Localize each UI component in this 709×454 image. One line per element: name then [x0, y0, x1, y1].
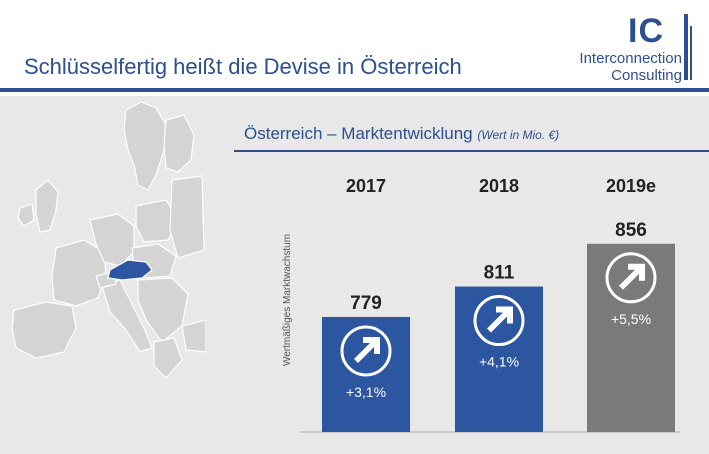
x-tick-label: 2017	[346, 176, 386, 196]
logo-name-line2: Consulting	[611, 67, 682, 84]
map-region-turkey	[181, 319, 206, 353]
growth-label: +4,1%	[479, 354, 519, 370]
growth-arrow-icon	[354, 336, 380, 363]
bar-chart: Wertmäßiges Marktwachstum 2017 779 +3,1% 20…	[282, 176, 680, 433]
growth-arrow-ring	[605, 252, 657, 304]
map-region-finland	[163, 114, 195, 173]
chart-title-divider	[234, 150, 709, 152]
growth-label: +3,1%	[346, 384, 386, 400]
logo-bar	[684, 14, 688, 80]
logo-name-line1: Interconnection	[579, 50, 682, 67]
map-region-greece	[153, 337, 183, 379]
map-region-poland	[135, 199, 179, 243]
bar	[587, 243, 675, 432]
y-axis-label: Wertmäßiges Marktwachstum	[282, 234, 293, 366]
chart-unit: (Wert in Mio. €)	[477, 128, 560, 142]
chart-title: Österreich – Marktentwicklung (Wert in M…	[244, 124, 559, 144]
growth-arrow-ring	[340, 325, 392, 377]
growth-arrow-icon	[487, 306, 513, 333]
growth-arrow-icon	[619, 263, 645, 290]
value-label: 856	[615, 220, 647, 241]
map-region-scandinavia	[123, 101, 167, 191]
x-tick-label: 2019e	[606, 176, 656, 196]
map-region-east	[169, 175, 205, 259]
company-logo: IC Interconnection Consulting	[548, 10, 698, 86]
x-tick-label: 2018	[479, 176, 519, 196]
map-region-uk	[35, 179, 59, 233]
growth-label: +5,5%	[611, 311, 651, 327]
europe-map	[11, 101, 206, 379]
map-region-balkans	[137, 277, 189, 343]
map-region-iberia	[11, 301, 77, 359]
header-divider	[0, 88, 709, 92]
map-region-germany	[89, 213, 135, 267]
map-region-ireland	[17, 203, 35, 227]
header: Schlüsselfertig heißt die Devise in Öste…	[0, 0, 709, 92]
value-label: 779	[350, 293, 382, 314]
logo-bar-thin	[690, 26, 692, 80]
map-region-italy	[101, 279, 153, 353]
logo-letters: IC	[628, 12, 664, 50]
growth-arrow-ring	[473, 295, 525, 347]
value-label: 811	[484, 263, 515, 284]
chart-title-text: Österreich – Marktentwicklung	[244, 124, 473, 143]
map-region-austria-highlight	[107, 259, 153, 281]
map-region-france	[51, 239, 107, 307]
page-title: Schlüsselfertig heißt die Devise in Öste…	[24, 54, 462, 79]
